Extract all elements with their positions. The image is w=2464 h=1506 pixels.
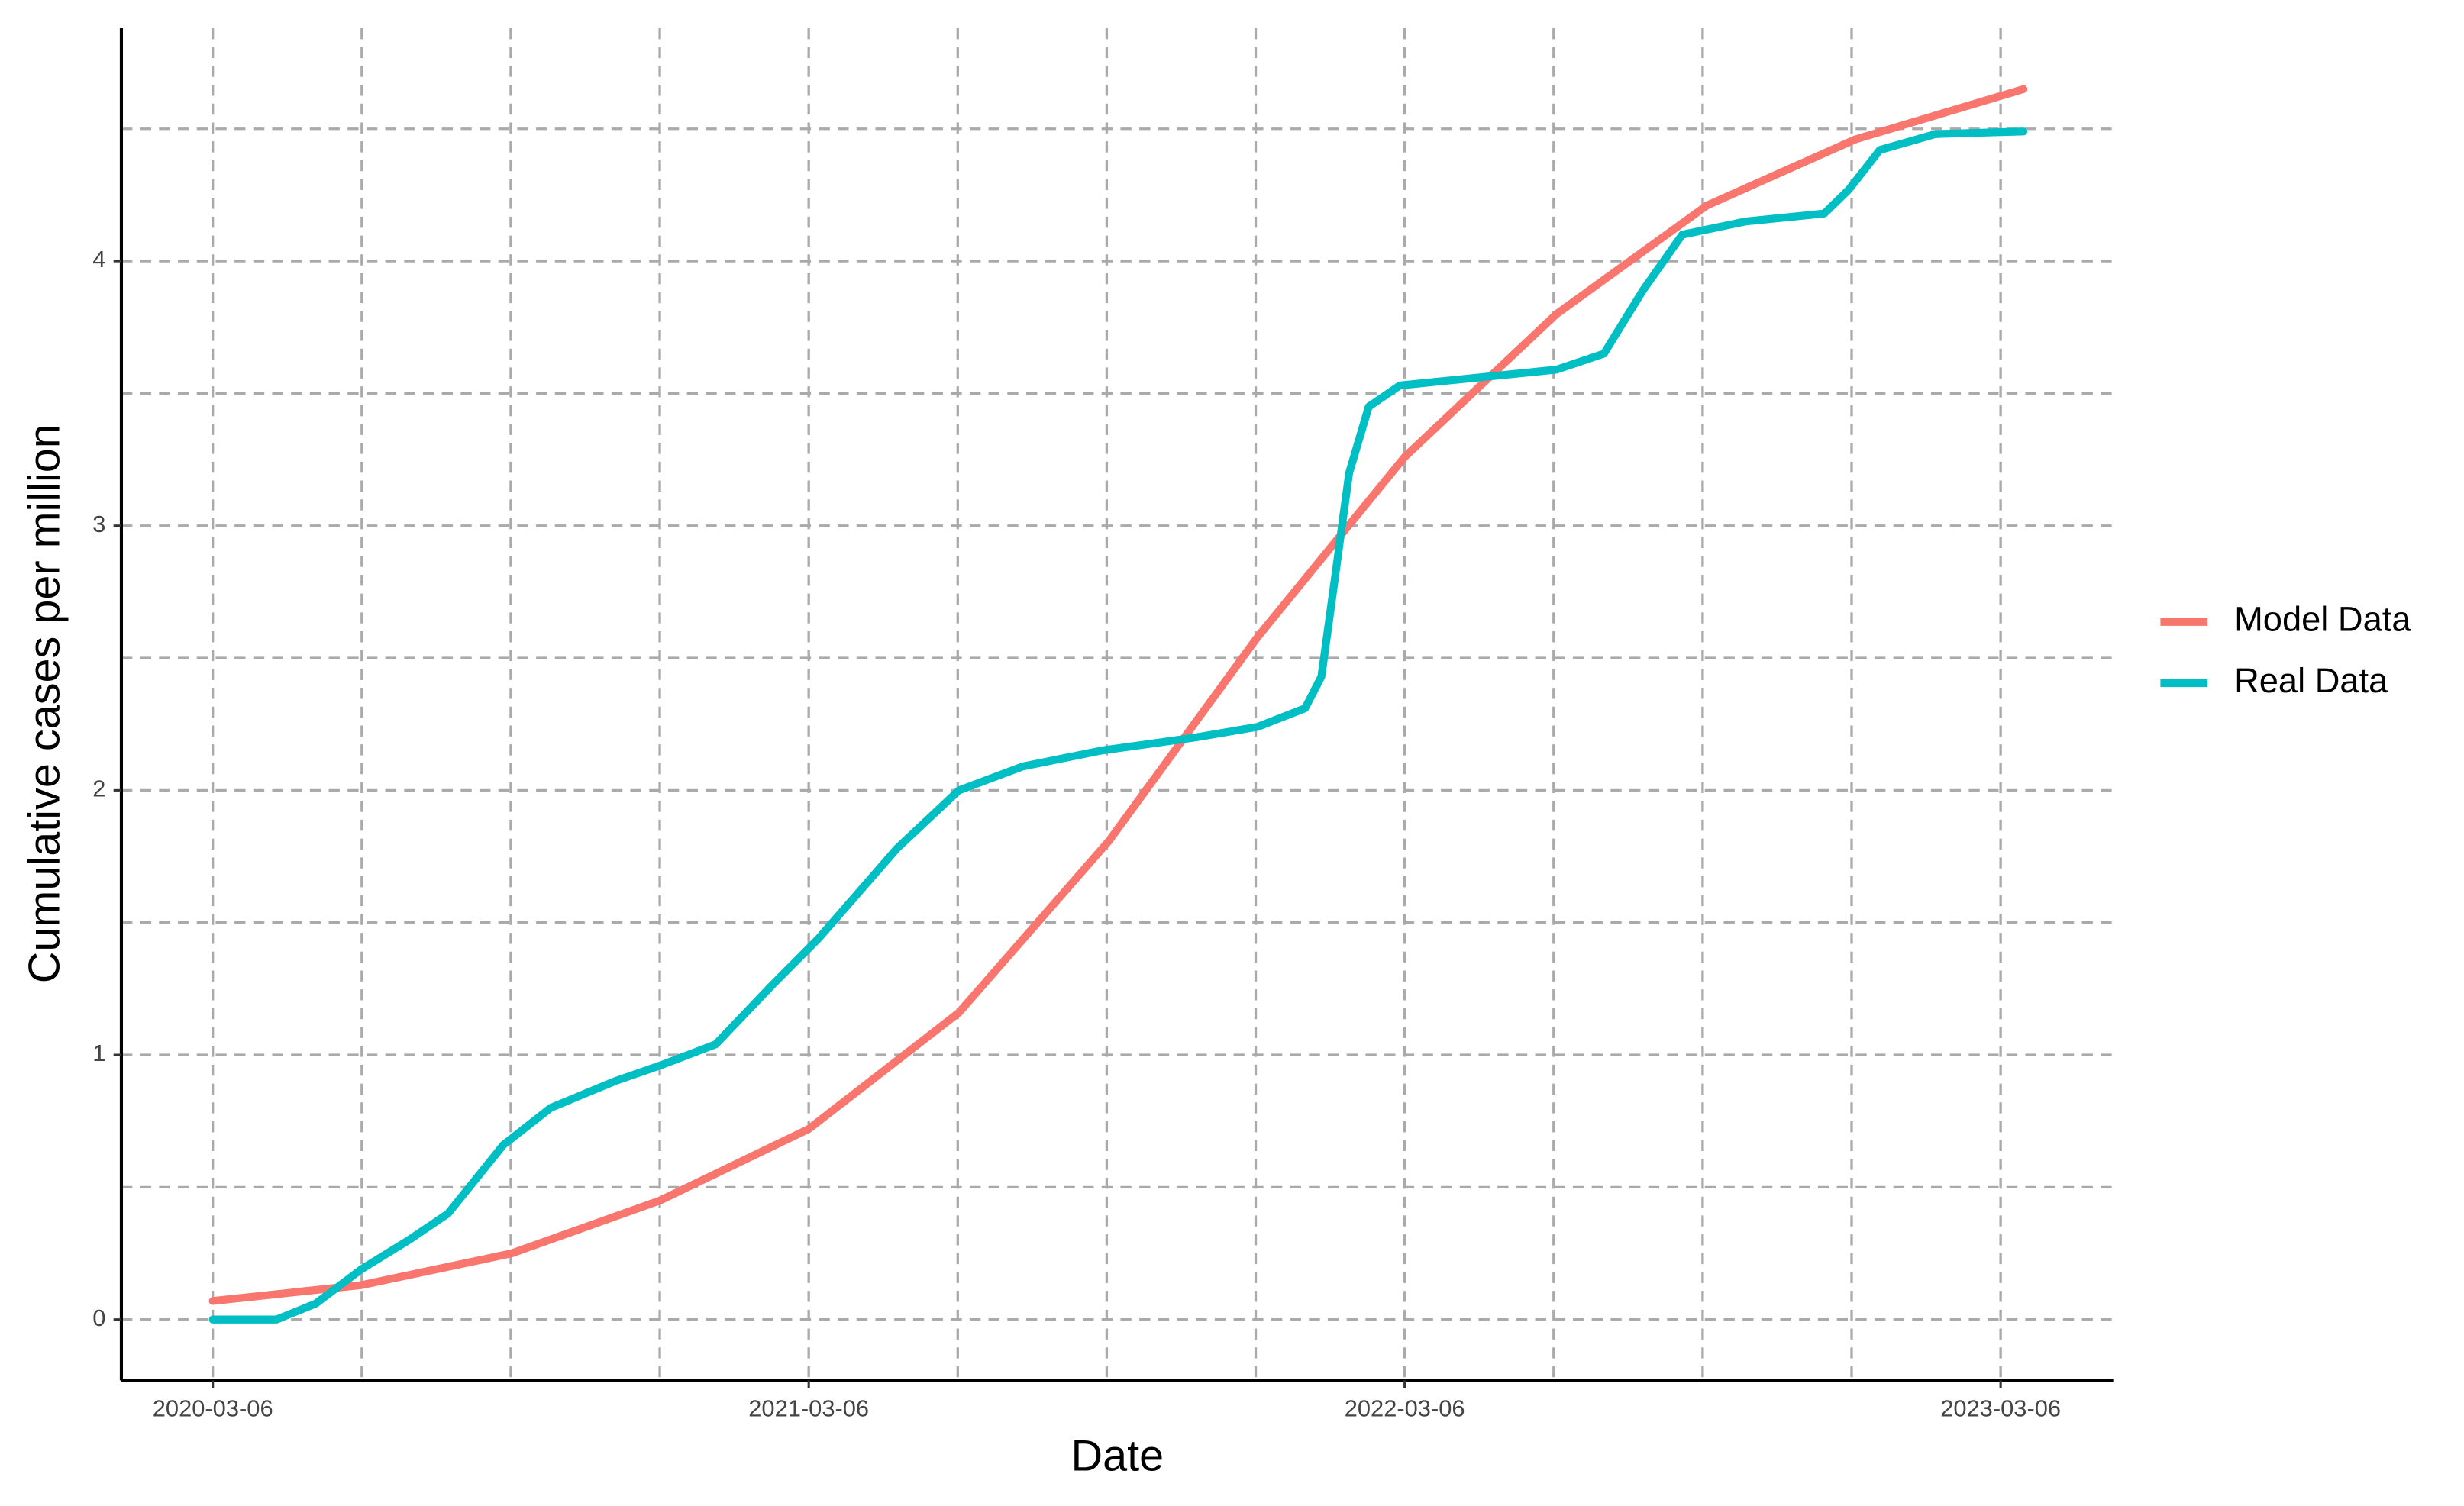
legend-label: Model Data: [2234, 600, 2411, 639]
grid: [121, 28, 2114, 1381]
y-tick-label: 1: [92, 1040, 105, 1066]
data-line: [208, 85, 2028, 1305]
x-tick-label: 2023-03-06: [1940, 1395, 2061, 1422]
y-tick-label: 2: [92, 776, 105, 802]
data-line: [208, 127, 2028, 1324]
legend: Model Data Real Data: [2160, 600, 2411, 700]
legend-label: Real Data: [2234, 661, 2388, 700]
plot-lines: [208, 85, 2028, 1324]
ticks: 0 1 2 3 4 2020-03-06 2021-03-06 2022-03-06 2023-…: [92, 246, 2061, 1421]
x-tick-label: 2022-03-06: [1345, 1395, 1465, 1422]
y-tick-label: 0: [92, 1304, 105, 1331]
y-axis-title: Cumulative cases per million: [20, 424, 69, 983]
x-tick-label: 2020-03-06: [153, 1395, 273, 1422]
x-tick-label: 2021-03-06: [748, 1395, 869, 1422]
y-tick-label: 4: [92, 246, 105, 272]
y-tick-label: 3: [92, 511, 105, 537]
x-axis-title: Date: [1071, 1431, 1164, 1480]
